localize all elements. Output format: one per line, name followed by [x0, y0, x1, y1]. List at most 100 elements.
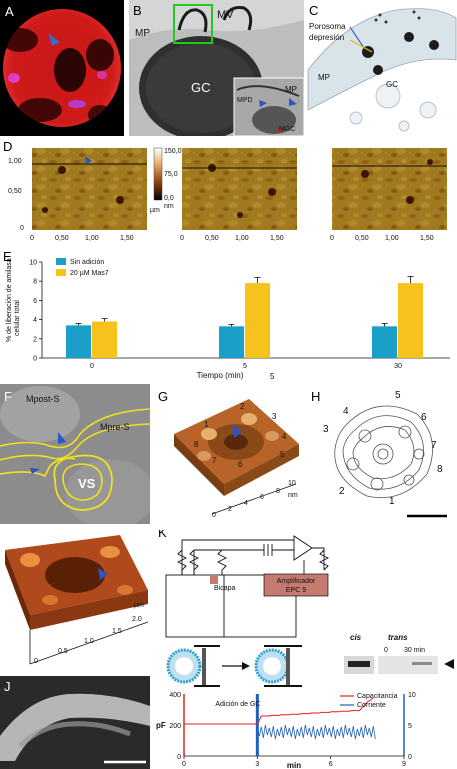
k-x-tick: 3	[255, 761, 259, 768]
e-ytick-label: 10	[29, 260, 37, 267]
d3-xtick-3: 1,00	[385, 235, 399, 242]
panel-g: G 1 2 3 4 5 6 7 8 0 2 4 6 8 10 nm	[154, 384, 304, 524]
e-ylabel-line2: celular total	[14, 300, 21, 336]
arrowhead-icon	[48, 33, 60, 46]
panel-label-c: C	[309, 3, 319, 18]
k-x-tick: 9	[402, 761, 406, 768]
e-xlabel: Tiempo (min)	[197, 371, 244, 380]
d-ytick-1: 1,00	[8, 158, 22, 165]
d-xunit: µm	[150, 207, 160, 214]
g-tick-0: 0	[212, 512, 216, 519]
k-cis: cis	[350, 633, 362, 642]
panel-label-k: K	[158, 530, 167, 540]
e-xtick-label: 5	[243, 363, 247, 370]
h-peak-8: 8	[437, 464, 443, 475]
d-scale-tick-3: 0,0	[164, 195, 174, 202]
k-left-tick: 200	[169, 723, 181, 730]
k-y-label: pF	[156, 721, 166, 730]
g-tick-8: 8	[276, 488, 280, 495]
d-scale-tick-2: 75,0	[164, 171, 178, 178]
k-current-trace	[256, 724, 376, 740]
e-bar	[245, 283, 270, 358]
k-x-label: min	[287, 761, 301, 769]
e-ylabel-line1: % de liberación de amilasa	[6, 258, 13, 342]
e-ytick-label: 2	[33, 336, 37, 343]
panel-label-h: H	[311, 389, 321, 404]
label-inset-mgc: MGC	[279, 126, 296, 133]
e-ytick-label: 0	[33, 356, 37, 363]
k-x-tick: 0	[182, 761, 186, 768]
e-xtick-label: 0	[90, 363, 94, 370]
label-gc: GC	[191, 80, 211, 95]
d2-xtick-2: 0,50	[205, 235, 219, 242]
g-tick-6: 6	[260, 494, 264, 501]
panel-a-image	[0, 0, 124, 136]
panel-b-image	[129, 0, 304, 136]
panel-label-j: J	[4, 679, 11, 694]
zoom-box	[173, 4, 213, 44]
label-inset-mpd: MPD	[237, 97, 253, 104]
e-bar	[66, 325, 91, 358]
panel-h-contour	[307, 384, 457, 524]
e-xtick-label: 30	[394, 363, 402, 370]
e-bar	[92, 321, 117, 358]
i-unit: µm	[134, 602, 144, 609]
i-tick-05: 0.5	[58, 648, 68, 655]
panel-c: C Porosoma depresión MP GC	[306, 0, 457, 136]
d-ytick-2: 0,50	[8, 188, 22, 195]
g-peak-6: 6	[238, 460, 243, 469]
label-c-gc: GC	[386, 80, 398, 89]
label-porosoma: Porosoma	[309, 22, 346, 31]
d2-xtick-4: 1,50	[270, 235, 284, 242]
label-inset-mp: MP	[285, 85, 297, 94]
g-peak-5: 5	[280, 450, 285, 459]
label-mp: MP	[135, 28, 150, 39]
g-tick-2: 2	[228, 506, 232, 513]
g-peak-8: 8	[194, 440, 199, 449]
g-peak-4: 4	[282, 432, 287, 441]
panel-f-image	[0, 384, 150, 524]
d3-xtick-2: 0,50	[355, 235, 369, 242]
panel-d-afm: 1,00 0,50 0 0 0,50 1,00 1,50 0 0,50 1,00…	[8, 147, 447, 242]
k-right-tick: 0	[408, 754, 412, 761]
label-mpost: Mpost-S	[26, 394, 60, 404]
d3-xtick-4: 1,50	[420, 235, 434, 242]
panel-label-b: B	[133, 3, 142, 18]
e-extra-label: 5	[270, 372, 275, 381]
i-tick-10: 1.0	[84, 638, 94, 645]
h-peak-7: 7	[431, 440, 437, 451]
i-tick-20: 2.0	[132, 616, 142, 623]
k-trans-t0: 0	[384, 647, 388, 654]
g-unit: nm	[288, 492, 298, 499]
h-peak-2: 2	[339, 486, 345, 497]
panel-j-image	[0, 676, 150, 769]
k-gc-addition-label: Adición de GC	[215, 701, 260, 708]
g-tick-4: 4	[244, 500, 248, 507]
e-legend-label: 20 µM Mas7	[70, 270, 109, 277]
e-bar	[219, 326, 244, 358]
k-left-tick: 400	[169, 692, 181, 699]
e-ytick-label: 6	[33, 298, 37, 305]
panel-label-f: F	[4, 389, 12, 404]
e-bar	[372, 326, 397, 358]
panel-g-3d	[154, 384, 304, 524]
i-tick-15: 1.5	[112, 628, 122, 635]
panel-c-diagram	[306, 0, 457, 136]
panel-label-a: A	[5, 4, 14, 19]
d-xtick-3: 1,00	[85, 235, 99, 242]
panel-i: I 0 0.5 1.0 1.5 2.0 µm	[0, 530, 150, 670]
d-xtick-1: 0	[30, 235, 34, 242]
g-tick-10: 10	[288, 480, 296, 487]
panel-j: J	[0, 676, 150, 769]
k-right-tick: 10	[408, 692, 416, 699]
panel-d: 1,00 0,50 0 0 0,50 1,00 1,50 0 0,50 1,00…	[0, 140, 457, 250]
k-trace-chart: 400 200 0 10 5 0 pF 0 3 6 9 min Capacitancia Corrient…	[156, 692, 416, 769]
k-legend-cap: Capacitancia	[357, 693, 398, 700]
panel-label-g: G	[158, 389, 169, 404]
panel-k: Bicapa Amplificador EPC 9 cis trans 0 30…	[154, 530, 457, 769]
label-mpre: Mpre-S	[100, 422, 130, 432]
e-ytick-label: 8	[33, 279, 37, 286]
d2-xtick-1: 0	[180, 235, 184, 242]
d-ytick-3: 0	[20, 225, 24, 232]
k-legend-cur: Corriente	[357, 702, 386, 709]
